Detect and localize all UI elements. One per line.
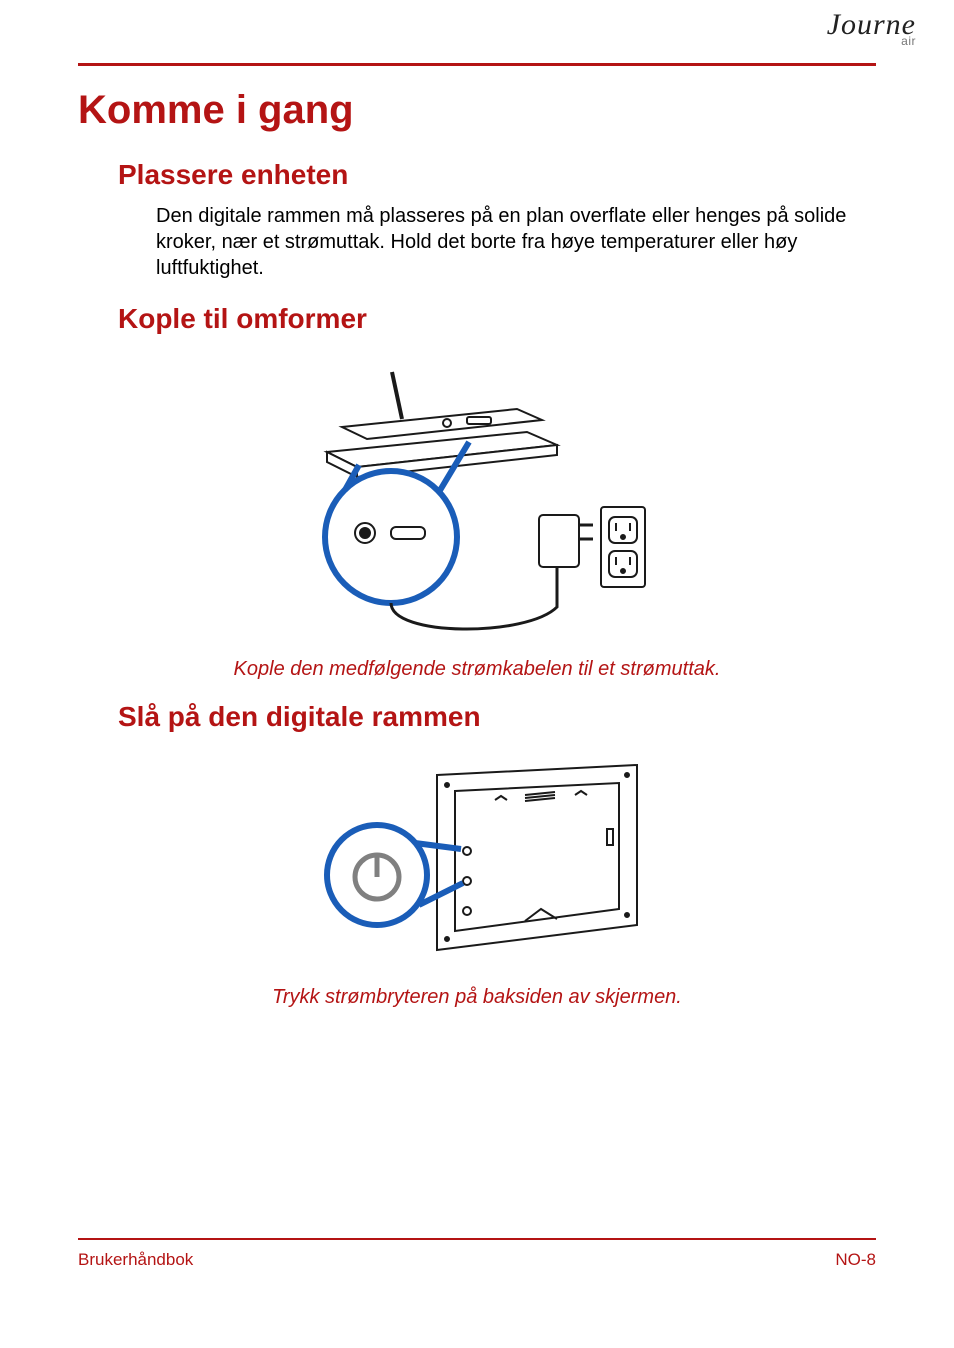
content: Komme i gang Plassere enheten Den digita… [78, 66, 876, 1009]
section-title-1: Plassere enheten [118, 159, 876, 191]
header: Journe air [78, 20, 876, 66]
page: Journe air Komme i gang Plassere enheten… [0, 0, 954, 1348]
footer-left: Brukerhåndbok [78, 1250, 193, 1270]
power-button-diagram-svg [267, 745, 687, 975]
section-title-3: Slå på den digitale rammen [118, 701, 876, 733]
section-title-2: Kople til omformer [118, 303, 876, 335]
main-title: Komme i gang [78, 88, 876, 133]
section-body-1: Den digitale rammen må plasseres på en p… [156, 203, 876, 281]
brand-logo: Journe air [827, 10, 916, 48]
figure-power-cable [78, 347, 876, 652]
footer: Brukerhåndbok NO-8 [78, 1238, 876, 1270]
figure-power-button [78, 745, 876, 980]
figure-caption-1: Kople den medfølgende strømkabelen til e… [78, 658, 876, 681]
figure-caption-2: Trykk strømbryteren på baksiden av skjer… [78, 986, 876, 1009]
footer-right: NO-8 [835, 1250, 876, 1270]
footer-rule [78, 1238, 876, 1240]
power-cable-diagram-svg [267, 347, 687, 647]
